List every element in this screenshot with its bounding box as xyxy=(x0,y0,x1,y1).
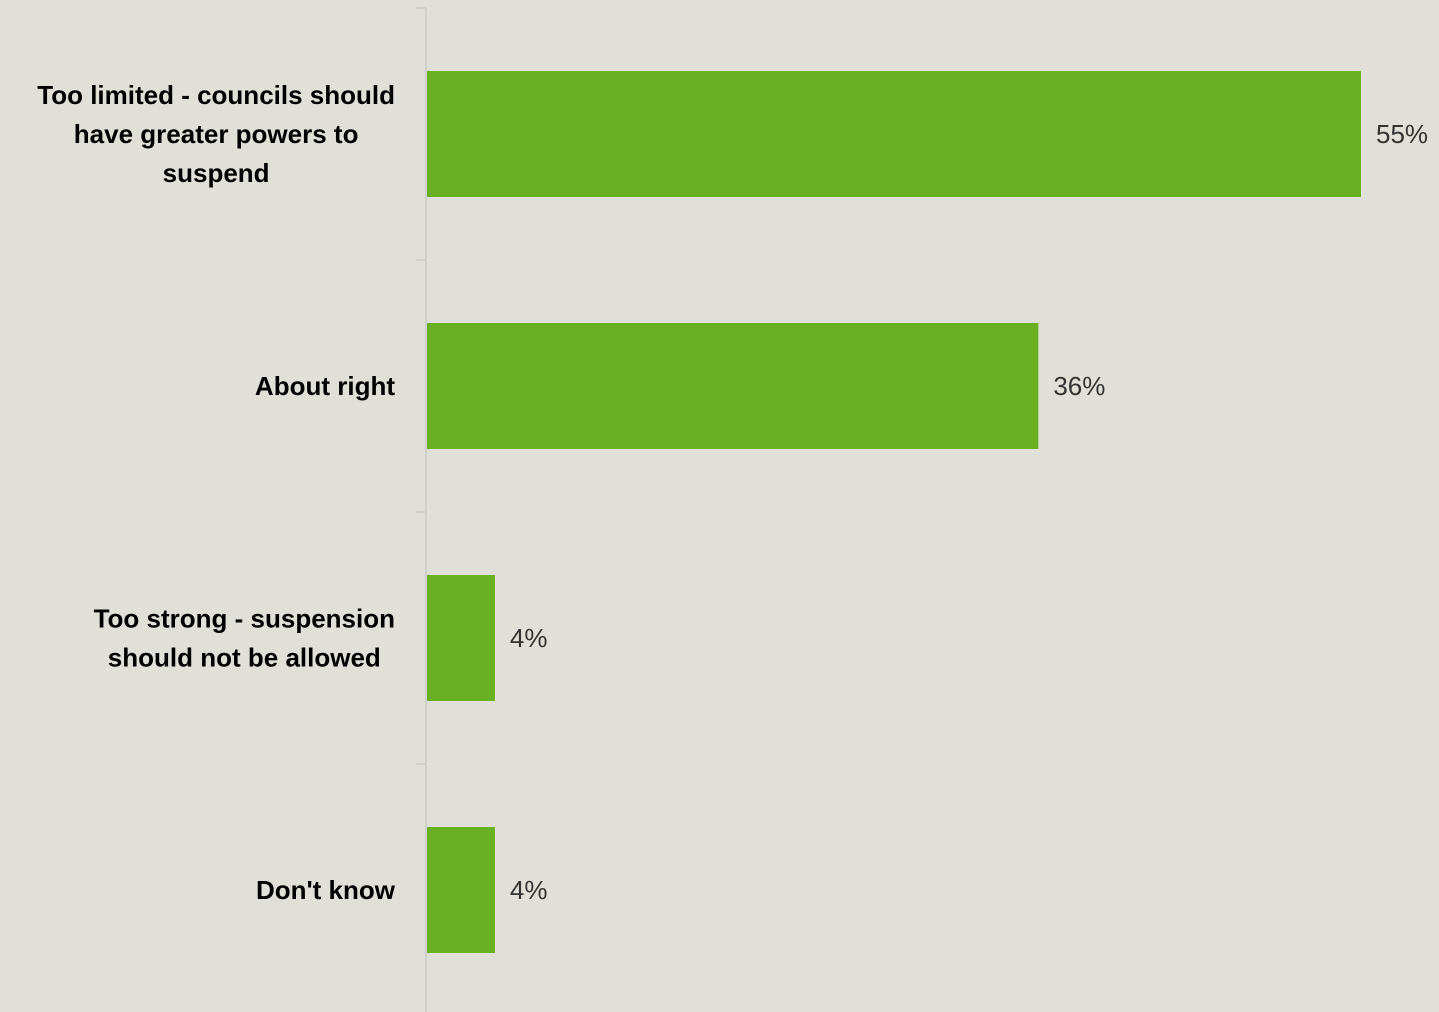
data-label: 4% xyxy=(510,623,548,653)
data-label: 55% xyxy=(1376,119,1428,149)
tick-label: Don't know xyxy=(256,875,396,905)
tick-label-line: Don't know xyxy=(256,875,396,905)
tick-label-line: should not be allowed xyxy=(108,643,381,673)
tick-label-line: Too limited - councils should xyxy=(37,80,395,110)
value-labels: 55% 36% 4% 4% xyxy=(510,119,1428,905)
category-labels: Too limited - councils should have greate… xyxy=(37,80,396,905)
bar xyxy=(427,575,495,701)
tick-label-line: About right xyxy=(255,371,395,401)
tick-label-line: suspend xyxy=(163,158,270,188)
category-axis xyxy=(416,7,427,1012)
tick-label: About right xyxy=(255,371,395,401)
data-label: 36% xyxy=(1053,371,1105,401)
tick-label: Too limited - councils should have greate… xyxy=(37,80,395,188)
tick-label-line: have greater powers to xyxy=(74,119,359,149)
data-label: 4% xyxy=(510,875,548,905)
bar xyxy=(427,71,1361,197)
tick-label: Too strong - suspension should not be all… xyxy=(94,604,395,673)
bar xyxy=(427,827,495,953)
tick-label-line: Too strong - suspension xyxy=(94,604,395,634)
bar xyxy=(427,323,1039,449)
bars xyxy=(427,71,1361,953)
